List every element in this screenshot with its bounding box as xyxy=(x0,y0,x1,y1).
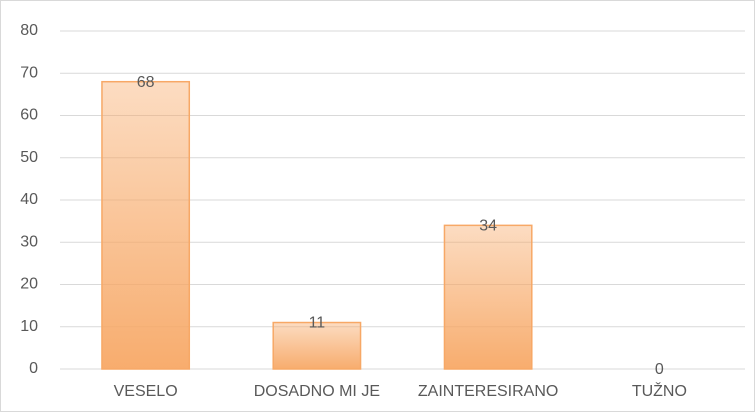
y-tick-label: 50 xyxy=(20,149,38,166)
bar xyxy=(443,224,533,370)
data-label: 34 xyxy=(479,218,497,235)
y-tick-label: 10 xyxy=(20,318,38,335)
x-tick-label: VESELO xyxy=(114,383,178,400)
y-tick-label: 80 xyxy=(20,22,38,39)
bar xyxy=(101,80,191,370)
x-tick-label: DOSADNO MI JE xyxy=(254,383,380,400)
y-tick-label: 60 xyxy=(20,107,38,124)
y-tick-label: 0 xyxy=(29,360,38,377)
bar xyxy=(272,321,362,370)
y-tick-label: 30 xyxy=(20,233,38,250)
data-label: 0 xyxy=(655,361,664,378)
y-tick-label: 20 xyxy=(20,276,38,293)
data-label: 68 xyxy=(137,74,155,91)
y-tick-label: 70 xyxy=(20,64,38,81)
data-label: 11 xyxy=(309,315,326,332)
y-tick-label: 40 xyxy=(20,191,38,208)
x-tick-label: ZAINTERESIRANO xyxy=(418,383,558,400)
x-tick-label: TUŽNO xyxy=(632,381,687,400)
